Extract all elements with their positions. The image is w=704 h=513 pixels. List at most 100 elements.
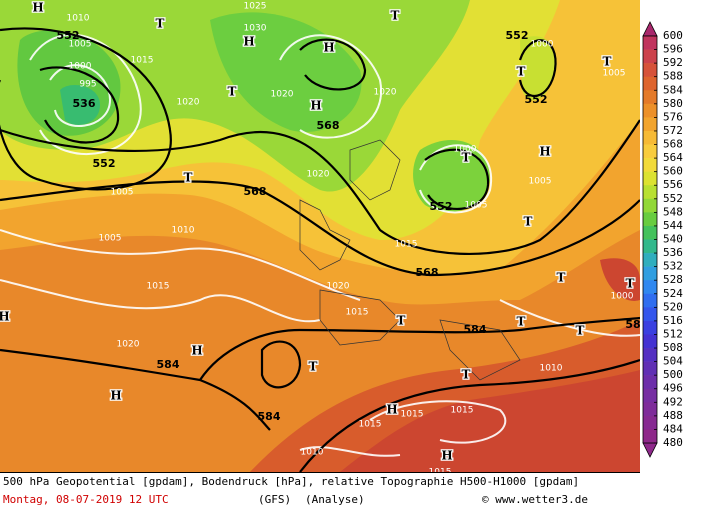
colorbar-swatch (643, 388, 657, 403)
pressure-label: 1005 (69, 40, 92, 50)
pressure-center-label: H (32, 1, 43, 15)
colorbar-label: 488 (663, 409, 683, 422)
colorbar-swatch (643, 253, 657, 267)
pressure-label: 1025 (244, 2, 267, 12)
colorbar-swatch (643, 361, 657, 376)
pressure-label: 1020 (117, 340, 140, 350)
pressure-label: 1030 (244, 24, 267, 34)
colorbar-label: 492 (663, 395, 683, 408)
pressure-label: 1010 (540, 364, 563, 374)
pressure-center-label: H (310, 99, 321, 113)
colorbar-label: 576 (663, 110, 683, 123)
colorbar-swatch (643, 212, 657, 227)
pressure-label: 1015 (451, 406, 474, 416)
pressure-label: 1005 (603, 69, 626, 79)
pressure-center-label: T (462, 368, 471, 382)
colorbar-label: 516 (663, 314, 683, 327)
pressure-center-label: T (309, 360, 318, 374)
colorbar-swatch (643, 293, 657, 308)
colorbar-swatch (643, 171, 657, 186)
colorbar-label: 548 (663, 205, 683, 218)
pressure-label: 1015 (147, 282, 170, 292)
colorbar-label: 528 (663, 273, 683, 286)
pressure-center-label: T (557, 271, 566, 285)
pressure-label: 1005 (465, 201, 488, 211)
colorbar-label: 544 (663, 219, 683, 232)
geopotential-label: 58 (625, 318, 640, 331)
pressure-center-label: T (576, 324, 585, 338)
colorbar-swatch (643, 239, 657, 254)
pressure-label: 1020 (327, 282, 350, 292)
colorbar-swatch (643, 429, 657, 444)
pressure-center-label: H (110, 389, 121, 403)
colorbar-label: 504 (663, 355, 683, 368)
pressure-label: 1015 (395, 240, 418, 250)
colorbar-swatch (643, 307, 657, 322)
colorbar-swatch (643, 130, 657, 145)
pressure-label: 1015 (429, 468, 452, 478)
geopotential-label: 536 (73, 97, 96, 110)
pressure-center-label: T (462, 151, 471, 165)
colorbar-label: 512 (663, 327, 683, 340)
geopotential-label: 552 (57, 29, 80, 42)
footer-rule (0, 472, 640, 473)
pressure-center-label: T (524, 215, 533, 229)
footer-date: Montag, 08-07-2019 12 UTC (3, 493, 169, 506)
pressure-label: 1000 (611, 292, 634, 302)
colorbar-swatch (643, 144, 657, 159)
pressure-center-label: T (517, 315, 526, 329)
pressure-center-label: T (626, 277, 635, 291)
colorbar-label: 536 (663, 246, 683, 259)
colorbar-swatch (643, 198, 657, 213)
geopotential-label: 568 (244, 185, 267, 198)
colorbar-swatch (643, 348, 657, 362)
colorbar-label: 560 (663, 165, 683, 178)
geopotential-label: 584 (258, 410, 281, 423)
footer-run: (Analyse) (305, 493, 365, 506)
colorbar-swatch (643, 103, 657, 118)
geopotential-label: 584 (157, 358, 180, 371)
pressure-label: 1005 (111, 188, 134, 198)
colorbar-swatch (643, 225, 657, 240)
colorbar-label: 532 (663, 260, 683, 273)
colorbar-label: 572 (663, 124, 683, 137)
colorbar-swatch (643, 266, 657, 281)
pressure-center-label: T (397, 314, 406, 328)
geopotential-label: 568 (416, 266, 439, 279)
pressure-center-label: T (228, 85, 237, 99)
colorbar-label: 600 (663, 29, 683, 42)
pressure-center-label: T (184, 171, 193, 185)
colorbar: 6005965925885845805765725685645605565525… (642, 21, 683, 458)
pressure-label: 1010 (172, 226, 195, 236)
pressure-label: 1000 (454, 145, 477, 155)
footer-credit: © www.wetter3.de (482, 493, 588, 506)
colorbar-label: 540 (663, 233, 683, 246)
pressure-label: 1015 (131, 56, 154, 66)
colorbar-swatch (643, 158, 657, 172)
colorbar-cap (642, 21, 658, 37)
colorbar-label: 556 (663, 178, 683, 191)
pressure-center-label: H (191, 344, 202, 358)
pressure-center-label: H (386, 403, 397, 417)
footer-model: (GFS) (258, 493, 291, 506)
colorbar-label: 508 (663, 341, 683, 354)
geopotential-label: 552 (525, 93, 548, 106)
colorbar-frame (642, 35, 658, 444)
pressure-label: 1020 (271, 90, 294, 100)
colorbar-swatch (643, 375, 657, 390)
pressure-label: 1020 (177, 98, 200, 108)
colorbar-label: 496 (663, 382, 683, 395)
pressure-label: 1005 (529, 177, 552, 187)
pressure-center-label: T (156, 17, 165, 31)
pressure-center-label: H (539, 145, 550, 159)
colorbar-label: 500 (663, 368, 683, 381)
colorbar-swatch (643, 36, 657, 50)
pressure-label: 1010 (301, 448, 324, 458)
colorbar-swatch (643, 90, 657, 105)
colorbar-swatch (643, 185, 657, 200)
pressure-label: 1005 (99, 234, 122, 244)
pressure-label: 1020 (374, 88, 397, 98)
geopotential-label: 552 (506, 29, 529, 42)
colorbar-label: 520 (663, 300, 683, 313)
